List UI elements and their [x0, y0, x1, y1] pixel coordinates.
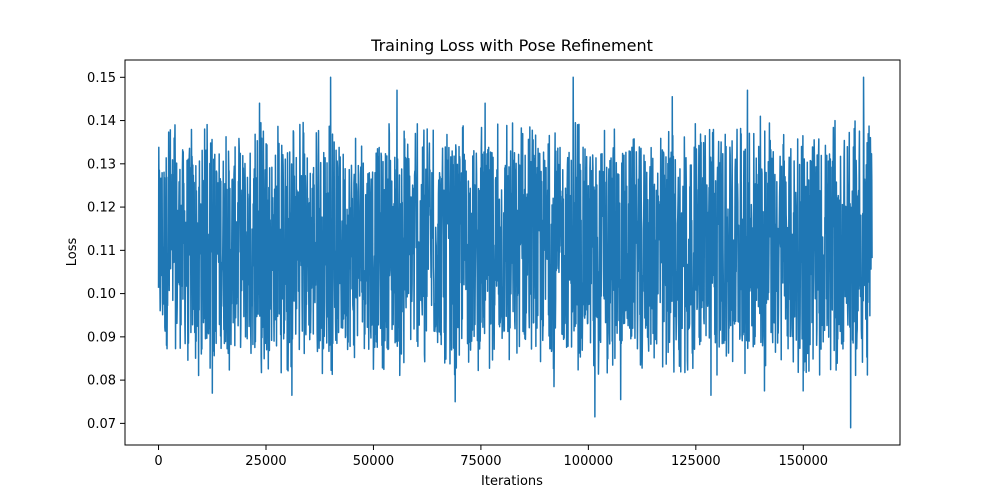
x-tick-label: 125000 [671, 454, 721, 469]
plot-area [157, 76, 873, 429]
x-tick-label: 50000 [353, 454, 394, 469]
x-axis-label: Iterations [481, 474, 543, 489]
x-tick-label: 75000 [460, 454, 501, 469]
x-tick-label: 25000 [245, 454, 286, 469]
x-tick-label: 100000 [564, 454, 614, 469]
x-axis: 0 25000 50000 75000 100000 125000 150000 [154, 445, 828, 469]
y-tick-label: 0.08 [87, 374, 116, 389]
y-tick-label: 0.07 [87, 417, 116, 432]
y-tick-label: 0.12 [87, 201, 116, 216]
x-tick-label: 0 [154, 454, 162, 469]
y-tick-label: 0.10 [87, 287, 116, 302]
plot-frame [124, 59, 901, 446]
x-tick-label: 150000 [778, 454, 828, 469]
y-tick-label: 0.11 [87, 244, 116, 259]
y-tick-label: 0.13 [87, 157, 116, 172]
chart-title: Training Loss with Pose Refinement [370, 36, 653, 55]
loss-series-line [157, 76, 873, 429]
y-tick-label: 0.15 [87, 71, 116, 86]
y-tick-label: 0.14 [87, 114, 116, 129]
y-tick-label: 0.09 [87, 330, 116, 345]
y-axis: 0.07 0.08 0.09 0.10 0.11 0.12 0.13 0.14 0.15 [87, 71, 125, 432]
y-axis-label: Loss [65, 238, 80, 267]
